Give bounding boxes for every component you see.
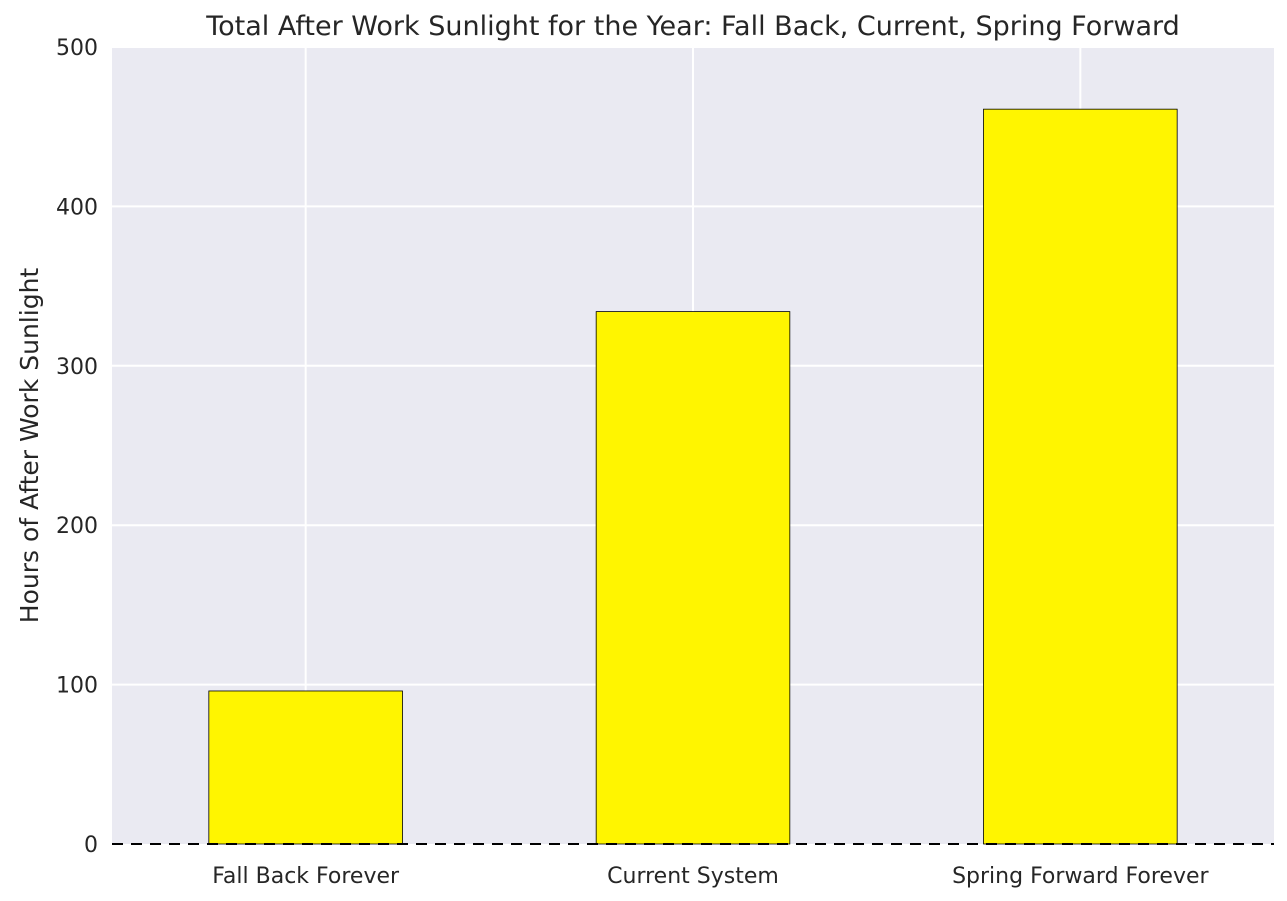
x-axis-ticks: Fall Back Forever Current System Spring Fo…	[212, 864, 1209, 889]
y-axis-label: Hours of After Work Sunlight	[15, 268, 44, 624]
y-tick-label: 300	[56, 355, 98, 380]
x-tick-label: Spring Forward Forever	[952, 864, 1209, 889]
x-tick-label: Fall Back Forever	[212, 864, 400, 889]
y-tick-label: 500	[56, 36, 98, 61]
x-tick-label: Current System	[607, 864, 779, 889]
bar	[208, 690, 403, 845]
bar	[595, 311, 791, 845]
y-tick-label: 0	[84, 833, 98, 858]
y-axis-ticks: 0 100 200 300 400 500	[56, 36, 98, 858]
bars	[208, 108, 1178, 845]
bar	[983, 108, 1178, 845]
y-tick-label: 400	[56, 195, 98, 220]
chart-title: Total After Work Sunlight for the Year: …	[205, 11, 1180, 42]
y-tick-label: 100	[56, 674, 98, 699]
y-tick-label: 200	[56, 514, 98, 539]
